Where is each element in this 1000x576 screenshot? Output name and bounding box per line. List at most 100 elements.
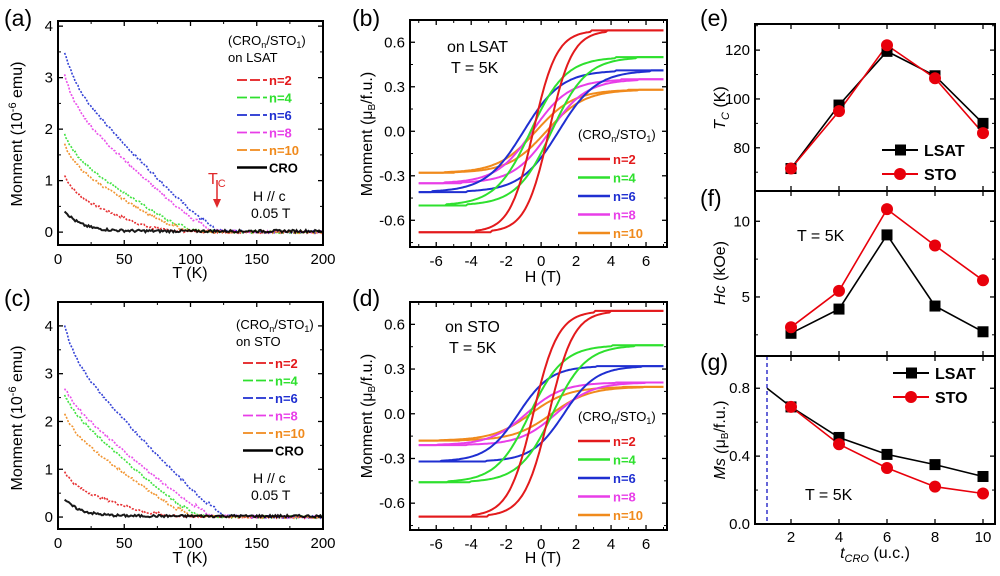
data-point-STO [977,274,989,287]
legend-label-STO: STO [924,167,957,184]
legend-label-n10: n=10 [275,426,305,441]
data-point-LSAT [833,303,845,315]
y-tick-label: 0 [45,224,53,241]
data-point-STO [977,487,989,500]
panel-a-legend-title: (CROn/STO1) [228,33,306,50]
x-tick-label: -6 [430,536,443,553]
x-tick-label: 0 [54,251,62,268]
series-line-n8 [63,74,323,235]
x-tick-label: 100 [178,535,203,552]
legend-label-n2: n=2 [613,152,636,167]
panel-label-d: (d) [352,285,380,311]
x-tick-label: 150 [244,535,269,552]
loop-ascending-n4 [418,344,664,484]
panel-d-xlabel: H (T) [525,550,561,567]
y-tick-label: -0.3 [379,168,405,185]
y-tick-label: 2 [45,121,53,138]
panel-d-legend-title: (CROn/STO1) [578,409,656,426]
panel-c-field-direction: H // c [253,470,286,486]
y-tick-label: 100 [725,91,750,108]
data-point-LSAT [833,431,845,443]
panel-a-ylabel: Monment (10-6 emu) [7,62,26,207]
curves-b [418,29,664,234]
y-tick-label: -0.6 [379,495,405,512]
ylabel-sup: -6 [7,102,19,112]
panel-a-field-direction: H // c [253,188,286,204]
data-point-STO [929,239,941,252]
legend-label-n2: n=2 [269,73,292,88]
loop-descending-n10 [418,88,664,174]
series-line-CRO [63,498,323,519]
tc-arrow-head [213,199,221,208]
panel-g-xlabel: tCRO (u.c.) [840,545,910,565]
x-tick-label: 6 [883,529,891,546]
panel-c-legend-substrate: on STO [236,334,281,349]
data-point-LSAT [881,45,893,57]
panel-label-a: (a) [4,5,32,31]
panel-d: -6 -4 -2 0 2 4 6 -0.6 -0.3 0.0 0.3 0.6 n=2 n=4 n=6 n=8 n… [379,301,668,553]
y-tick-label: 0.6 [384,316,405,333]
x-tick-label: 100 [178,251,203,268]
x-tick-label: 0 [54,535,62,552]
x-tick-label: 0 [537,253,545,270]
loop-descending-n2 [418,309,664,518]
data-point-LSAT [977,326,989,338]
x-tick-label: -2 [499,536,512,553]
ylabel-tail: emu) [9,62,26,103]
y-tick-label: -0.3 [379,450,405,467]
panel-e: 80 100 120 [725,23,996,192]
y-tick-label: -0.6 [379,212,405,229]
x-tick-label: 2 [787,529,795,546]
data-point-STO [929,480,941,493]
panel-d-annotation-temperature: T = 5K [449,340,497,357]
x-tick-label: 0 [537,536,545,553]
loop-ascending-n10 [418,385,664,442]
plot-frame-g [754,355,996,525]
loop-ascending-n4 [418,56,664,207]
legend-label-n8: n=8 [269,126,292,141]
panel-label-g: (g) [700,349,728,375]
plot-frame-b [409,19,668,248]
panel-b-legend-title: (CROn/STO1) [578,127,656,144]
legend-marker-LSAT [895,144,906,156]
y-tick-label: 1 [45,461,53,478]
panel-a-legend-substrate: on LSAT [228,50,278,65]
legend-label-n8: n=8 [613,208,636,223]
legend-label-n2: n=2 [275,356,298,371]
x-tick-label: 50 [116,535,133,552]
data-point-STO [977,127,989,140]
x-tick-label: 200 [310,535,335,552]
series-line-STO [790,208,984,328]
panel-b-annotation-temperature: T = 5K [451,60,499,77]
loop-descending-n4 [418,56,664,207]
legend-label-n10: n=10 [613,226,643,241]
y-tick-label: 3 [45,70,53,87]
y-tick-label: 120 [725,42,750,59]
panel-c-legend-title: (CROn/STO1) [236,317,314,334]
curves-c [63,325,323,520]
panel-b-xlabel: H (T) [525,269,561,286]
panel-g-ylabel: Ms (μB/f.u.) [712,400,731,479]
series-line-LSAT [790,233,984,335]
x-tick-label: 2 [572,536,580,553]
panel-a-tc-label: TC [208,171,226,190]
x-tick-label: 4 [835,529,843,546]
y-tick-label: 0.0 [384,123,405,140]
panel-f: 5 10 [733,190,996,357]
legend-label-n4: n=4 [275,374,299,389]
legend-g: LSAT STO [893,366,976,407]
x-tick-label: 10 [975,529,992,546]
panel-label-c: (c) [4,285,31,311]
panel-c: 0 50 100 150 200 0 1 2 3 4 n=2 n=4 n=6 n=8 n=10 CRO [45,301,336,552]
x-tick-label: -4 [465,253,478,270]
y-tick-label: 1 [45,173,53,190]
panel-c-ylabel: Monment (10-6 emu) [7,346,26,491]
panel-c-xlabel: T (K) [172,550,207,567]
x-tick-label: 2 [572,253,580,270]
legend-label-n4: n=4 [269,91,293,106]
panel-f-ylabel: Hc (kOe) [712,241,729,305]
panel-a-field-value: 0.05 T [251,205,291,221]
y-tick-label: 0.0 [729,516,750,533]
legend-e: LSAT STO [882,143,965,184]
data-point-LSAT [977,470,989,482]
